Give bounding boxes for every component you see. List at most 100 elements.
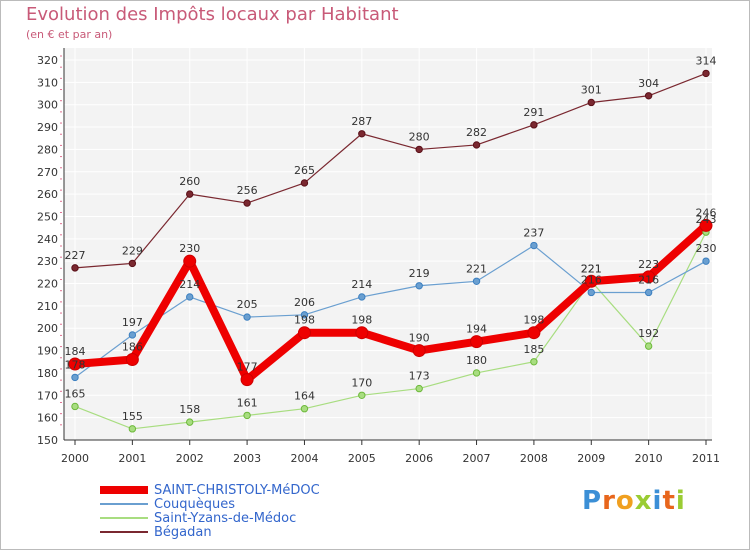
data-point xyxy=(644,92,653,100)
data-label: 230 xyxy=(696,242,717,255)
x-tick-label: 2011 xyxy=(692,452,720,465)
y-tick-label: 320 xyxy=(37,54,58,67)
data-point xyxy=(530,241,538,250)
data-label: 161 xyxy=(237,396,258,409)
data-point xyxy=(642,270,656,284)
data-point xyxy=(300,311,309,319)
data-label: 256 xyxy=(237,184,258,197)
legend-label: SAINT-CHRISTOLY-MéDOC xyxy=(154,482,320,498)
chart-title: Evolution des Impôts locaux par Habitant xyxy=(26,4,399,25)
x-tick-label: 2008 xyxy=(520,452,548,465)
data-label: 214 xyxy=(179,278,200,291)
data-label: 221 xyxy=(581,262,602,275)
x-tick-label: 2009 xyxy=(577,452,605,465)
data-label: 291 xyxy=(523,106,544,119)
data-label: 282 xyxy=(466,126,487,139)
data-label: 221 xyxy=(581,262,602,275)
data-label: 227 xyxy=(65,249,86,262)
logo-letter: x xyxy=(634,486,653,516)
data-label: 158 xyxy=(179,403,200,416)
data-label: 246 xyxy=(696,206,717,219)
x-tick-label: 2006 xyxy=(405,452,433,465)
data-label: 205 xyxy=(237,298,258,311)
data-point xyxy=(702,257,710,265)
data-point xyxy=(358,130,366,138)
data-point xyxy=(644,342,653,350)
data-point xyxy=(71,373,79,382)
legend-swatch xyxy=(100,486,148,494)
data-point xyxy=(300,405,309,413)
x-tick-label: 2003 xyxy=(233,452,261,465)
legend-label: Couquèques xyxy=(154,496,236,512)
data-point xyxy=(412,344,426,358)
legend-item: Bégadan xyxy=(100,524,320,540)
data-label: 164 xyxy=(294,390,315,403)
data-point xyxy=(415,145,423,154)
y-tick-label: 310 xyxy=(37,76,58,89)
data-point xyxy=(240,373,254,387)
data-label: 216 xyxy=(638,273,659,286)
data-point xyxy=(71,402,79,411)
data-point xyxy=(125,353,139,367)
y-tick-label: 250 xyxy=(37,210,58,223)
x-tick-label: 2007 xyxy=(463,452,491,465)
y-tick-label: 240 xyxy=(37,233,58,246)
y-tick-label: 150 xyxy=(37,434,58,447)
logo-letter: i xyxy=(675,486,686,516)
data-label: 178 xyxy=(65,358,86,371)
proxiti-logo: Proxiti xyxy=(582,486,686,516)
data-point xyxy=(470,335,484,349)
data-point xyxy=(644,288,653,297)
series-line-3 xyxy=(74,72,707,269)
series-line-1 xyxy=(74,244,707,378)
data-point xyxy=(300,179,309,187)
data-point xyxy=(472,141,481,149)
data-label: 314 xyxy=(696,54,717,67)
data-point xyxy=(297,326,311,340)
data-point xyxy=(702,69,710,78)
data-label: 214 xyxy=(351,278,372,291)
data-label: 184 xyxy=(65,345,86,358)
legend-swatch xyxy=(100,517,148,519)
legend-item: Couquèques xyxy=(100,496,320,512)
data-label: 301 xyxy=(581,83,602,96)
data-label: 180 xyxy=(466,354,487,367)
logo-letter: o xyxy=(615,486,635,516)
data-point xyxy=(243,411,251,420)
data-point xyxy=(415,384,423,393)
data-point xyxy=(355,326,369,340)
data-point xyxy=(584,274,598,288)
data-label: 192 xyxy=(638,327,659,340)
data-label: 190 xyxy=(409,332,430,345)
data-label: 185 xyxy=(523,343,544,356)
series-line-0 xyxy=(74,222,709,384)
data-label: 173 xyxy=(409,370,430,383)
data-point xyxy=(243,199,251,207)
data-point xyxy=(71,264,79,272)
data-point xyxy=(358,293,366,301)
legend-label: Bégadan xyxy=(154,524,212,540)
data-point xyxy=(128,425,137,433)
data-label: 223 xyxy=(638,258,659,271)
chart-legend: SAINT-CHRISTOLY-MéDOC Couquèques Saint-Yza… xyxy=(100,482,320,540)
data-point xyxy=(128,331,137,339)
data-label: 260 xyxy=(179,175,200,188)
data-point xyxy=(186,190,194,198)
data-label: 186 xyxy=(122,341,143,354)
data-label: 221 xyxy=(466,262,487,275)
data-point xyxy=(243,313,251,321)
y-tick-label: 180 xyxy=(37,367,58,380)
data-label: 237 xyxy=(523,227,544,240)
data-label: 206 xyxy=(294,296,315,309)
y-tick-label: 260 xyxy=(37,188,58,201)
y-tick-label: 270 xyxy=(37,166,58,179)
legend-item: SAINT-CHRISTOLY-MéDOC xyxy=(100,482,320,498)
data-label: 219 xyxy=(409,267,430,280)
data-point xyxy=(587,288,595,297)
data-label: 216 xyxy=(581,273,602,286)
plot-area xyxy=(64,48,712,440)
data-point xyxy=(128,259,137,268)
data-point xyxy=(358,391,366,399)
data-point xyxy=(527,326,541,340)
